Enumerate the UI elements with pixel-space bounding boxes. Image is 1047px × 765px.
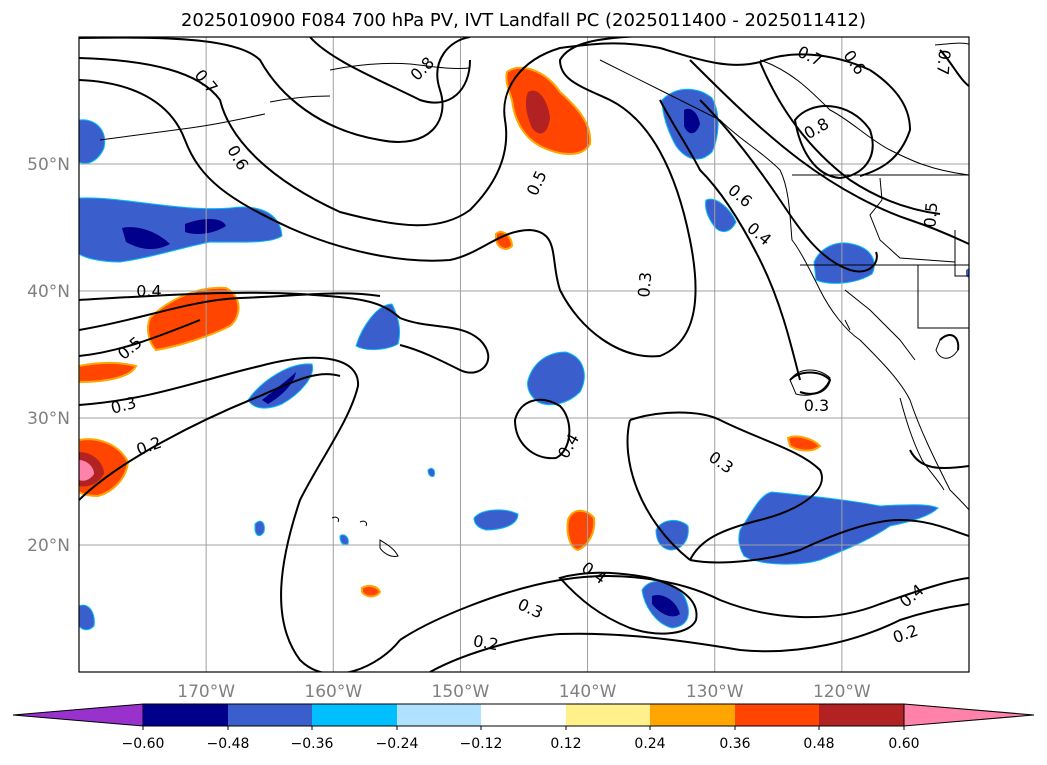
pv-contour-label: 0.2 <box>472 631 500 654</box>
latitude-labels: 20°N 30°N 40°N 50°N <box>27 155 70 556</box>
lat-tick-label: 40°N <box>27 282 70 302</box>
map-frame <box>78 36 970 673</box>
lat-tick-label: 50°N <box>27 155 70 175</box>
colorbar-tick-label: −0.60 <box>122 736 165 752</box>
colorbar-tick-label: −0.36 <box>291 736 334 752</box>
pv-contour-label: 0.7 <box>191 66 222 98</box>
lat-tick-label: 20°N <box>27 536 70 556</box>
colorbar: −0.60 −0.48 −0.36 −0.24 −0.12 0.12 0.24 0.36 0.4… <box>12 703 1035 752</box>
pv-positive-shading <box>79 66 822 598</box>
pv-contour-label: 0.4 <box>896 580 928 611</box>
pv-contour-label: 0.3 <box>109 393 139 418</box>
pv-contour-label: 0.4 <box>743 218 775 249</box>
graticule <box>79 37 969 672</box>
colorbar-tick-label: 0.12 <box>550 736 581 752</box>
longitude-labels: 170°W 160°W 150°W 140°W 130°W 120°W <box>177 682 871 702</box>
pv-contours <box>79 37 969 672</box>
lon-tick-label: 130°W <box>686 682 744 702</box>
colorbar-extend-high <box>903 703 1035 727</box>
colorbar-extend-low <box>12 703 144 727</box>
pv-contour-label: 0.5 <box>523 168 551 199</box>
lon-tick-label: 160°W <box>304 682 362 702</box>
colorbar-tick-label: −0.12 <box>460 736 503 752</box>
lon-tick-label: 120°W <box>813 682 871 702</box>
map-title: 2025010900 F084 700 hPa PV, IVT Landfall… <box>180 10 867 31</box>
lon-tick-label: 140°W <box>559 682 617 702</box>
pv-contour-label: 0.3 <box>634 271 655 298</box>
lon-tick-label: 170°W <box>177 682 235 702</box>
pv-contour-label: 0.3 <box>705 447 737 477</box>
colorbar-tick-label: 0.60 <box>888 736 919 752</box>
pv-contour-label: 0.5 <box>920 201 941 228</box>
pv-contour-label: 0.3 <box>515 595 546 623</box>
pv-contour-label: 0.4 <box>136 282 161 301</box>
colorbar-tick-label: −0.48 <box>207 736 250 752</box>
colorbar-bin <box>312 704 397 726</box>
political-borders <box>792 174 969 361</box>
colorbar-tick-label: 0.36 <box>719 736 750 752</box>
pv-contour-labels: 0.7 0.8 0.6 0.4 0.5 0.3 0.2 0.5 0.3 0.4 0.3 0.4 0.3 0… <box>109 42 954 654</box>
colorbar-bin <box>228 704 312 726</box>
pv-contour-label: 0.7 <box>795 42 826 70</box>
colorbar-bin <box>650 704 735 726</box>
pv-contour-label: 0.6 <box>839 47 869 79</box>
colorbar-bin <box>397 704 481 726</box>
lon-tick-label: 150°W <box>432 682 490 702</box>
pv-contour-label: 0.7 <box>933 49 954 76</box>
pv-negative-shading <box>79 88 969 631</box>
colorbar-bin <box>566 704 650 726</box>
colorbar-bin <box>735 704 819 726</box>
pv-contour-label: 0.3 <box>804 396 829 415</box>
pv-contour-label: 0.6 <box>223 142 252 174</box>
pv-contour-label: 0.2 <box>134 433 164 460</box>
colorbar-tick-label: 0.24 <box>634 736 665 752</box>
colorbar-tick-label: −0.24 <box>376 736 419 752</box>
colorbar-bin <box>481 704 566 726</box>
pv-contour-label: 0.4 <box>578 558 610 588</box>
pv-contour-label: 0.8 <box>407 53 438 84</box>
colorbar-bin <box>143 704 228 726</box>
pv-contour-label: 0.5 <box>114 333 146 364</box>
colorbar-bin <box>819 704 904 726</box>
lat-tick-label: 30°N <box>27 409 70 429</box>
colorbar-tick-label: 0.48 <box>803 736 834 752</box>
pv-contour-label: 0.2 <box>890 621 920 648</box>
